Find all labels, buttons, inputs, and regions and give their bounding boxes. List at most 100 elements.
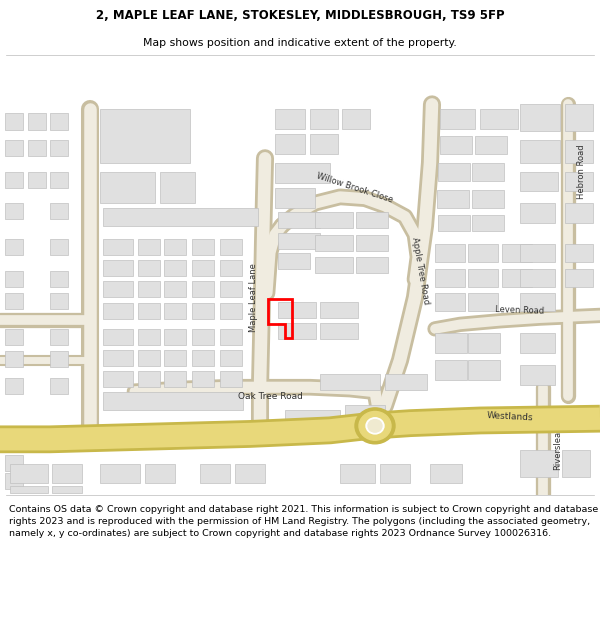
Bar — [275, 162, 330, 182]
Bar — [440, 109, 475, 129]
Bar — [50, 271, 68, 287]
Bar — [480, 109, 518, 129]
Bar — [472, 190, 504, 208]
Bar — [192, 260, 214, 276]
Bar — [5, 239, 23, 255]
Bar — [138, 281, 160, 298]
Bar — [192, 329, 214, 345]
Text: Map shows position and indicative extent of the property.: Map shows position and indicative extent… — [143, 38, 457, 48]
Bar — [145, 464, 175, 483]
Text: Contains OS data © Crown copyright and database right 2021. This information is : Contains OS data © Crown copyright and d… — [9, 506, 598, 538]
Bar — [435, 269, 465, 287]
Bar — [220, 349, 242, 366]
Bar — [310, 109, 338, 129]
Bar — [164, 303, 186, 319]
Bar — [10, 486, 48, 493]
Text: Willow Brook Close: Willow Brook Close — [316, 171, 394, 204]
Bar — [435, 333, 467, 353]
Bar — [52, 486, 82, 493]
Bar — [520, 203, 555, 223]
Bar — [315, 212, 353, 228]
Bar — [345, 405, 385, 421]
Bar — [50, 329, 68, 345]
Bar — [50, 378, 68, 394]
Bar — [468, 333, 500, 353]
Bar — [220, 260, 242, 276]
Bar — [472, 162, 504, 181]
Bar — [520, 140, 560, 162]
Bar — [220, 239, 242, 255]
Bar — [103, 371, 133, 388]
Bar — [5, 454, 23, 471]
Bar — [356, 234, 388, 251]
Bar — [103, 329, 133, 345]
Text: Riverslea: Riverslea — [554, 431, 563, 469]
Bar — [475, 136, 507, 154]
Bar — [5, 140, 23, 156]
Bar — [220, 371, 242, 388]
Bar — [164, 239, 186, 255]
Bar — [520, 365, 555, 384]
Bar — [356, 257, 388, 273]
Text: Oak Tree Road: Oak Tree Road — [238, 392, 302, 401]
Bar — [138, 349, 160, 366]
Bar — [275, 109, 305, 129]
Bar — [278, 212, 320, 228]
Circle shape — [355, 408, 395, 444]
Bar — [192, 349, 214, 366]
Bar — [468, 244, 498, 261]
Bar — [138, 329, 160, 345]
Bar — [502, 269, 532, 287]
Bar — [468, 269, 498, 287]
Bar — [100, 464, 140, 483]
Bar — [50, 172, 68, 188]
Text: Maple Leaf Lane: Maple Leaf Lane — [250, 263, 259, 332]
Text: Leven Road: Leven Road — [495, 304, 545, 316]
Bar — [565, 269, 593, 287]
Bar — [468, 293, 498, 311]
Bar — [565, 172, 593, 191]
Bar — [435, 360, 467, 380]
Bar — [192, 281, 214, 298]
Bar — [520, 293, 555, 311]
Bar — [192, 371, 214, 388]
Bar — [192, 239, 214, 255]
Bar — [50, 140, 68, 156]
Bar — [275, 188, 315, 208]
Bar — [103, 239, 133, 255]
Bar — [164, 349, 186, 366]
Bar — [435, 293, 465, 311]
Bar — [320, 322, 358, 339]
Bar — [100, 172, 155, 203]
Bar — [103, 260, 133, 276]
Bar — [520, 172, 558, 191]
Bar — [5, 113, 23, 129]
Bar — [278, 232, 320, 249]
Bar — [320, 374, 380, 390]
Bar — [5, 378, 23, 394]
Bar — [320, 302, 358, 318]
Bar — [520, 333, 555, 353]
Bar — [103, 208, 258, 226]
Bar — [5, 172, 23, 188]
Circle shape — [359, 411, 391, 440]
Bar — [10, 464, 48, 483]
Bar — [164, 260, 186, 276]
Bar — [342, 109, 370, 129]
Bar — [5, 271, 23, 287]
Bar — [28, 140, 46, 156]
Bar — [275, 134, 305, 154]
Bar — [278, 253, 310, 269]
Bar — [103, 281, 133, 298]
Bar — [5, 351, 23, 368]
Bar — [138, 303, 160, 319]
Bar — [435, 244, 465, 261]
Bar — [50, 203, 68, 219]
Bar — [192, 303, 214, 319]
Bar — [440, 136, 472, 154]
Bar — [472, 215, 504, 231]
Bar — [520, 244, 555, 261]
Bar — [437, 190, 469, 208]
Text: Westlands: Westlands — [487, 411, 533, 422]
Bar — [200, 464, 230, 483]
